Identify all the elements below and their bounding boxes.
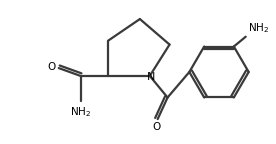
Text: O: O: [153, 122, 161, 132]
Text: NH$_2$: NH$_2$: [248, 21, 269, 35]
Text: NH$_2$: NH$_2$: [70, 105, 91, 119]
Text: N: N: [147, 72, 155, 82]
Text: O: O: [47, 62, 56, 72]
